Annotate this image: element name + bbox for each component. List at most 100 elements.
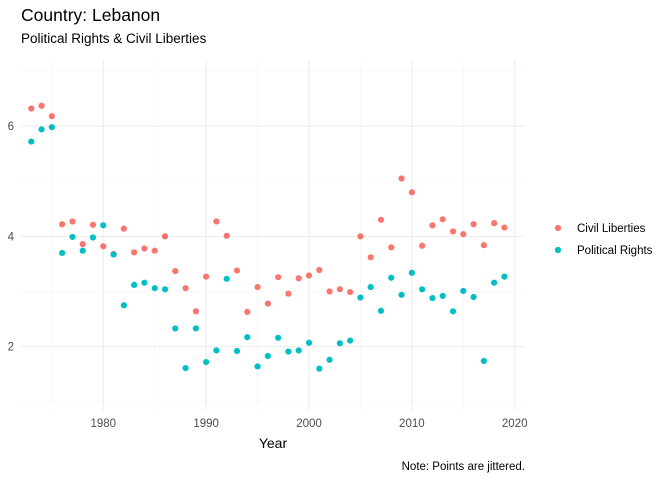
legend-label: Civil Liberties [577,223,646,235]
data-point [398,291,405,298]
data-point [233,267,241,274]
data-point [285,348,292,355]
data-point [429,295,436,302]
data-point [419,286,426,293]
grid-lines [21,60,525,410]
data-point [79,247,86,254]
data-point [254,363,261,370]
data-point [491,279,498,286]
data-point [326,356,333,363]
data-point [357,233,364,240]
data-point [48,113,55,120]
data-point [326,288,333,295]
data-point [120,302,127,309]
data-point [38,102,45,109]
data-point [203,273,210,280]
data-point [192,308,199,315]
data-point [192,325,199,332]
series-political-rights [28,124,508,372]
data-point [79,240,86,248]
data-point [244,334,251,341]
data-point [377,307,385,314]
y-tick-label: 6 [8,121,14,133]
data-point [100,243,107,250]
data-point [254,283,261,291]
data-point [89,221,97,228]
x-tick-label: 1980 [90,418,116,430]
data-point [172,268,179,275]
data-point [285,290,292,297]
chart-subtitle: Political Rights & Civil Liberties [21,31,207,46]
chart-title: Country: Lebanon [21,5,160,25]
data-point [89,234,97,241]
data-point [408,189,415,196]
data-point [295,275,302,282]
data-point [244,308,251,315]
data-point [449,308,457,315]
data-point [264,300,271,307]
data-point [233,347,241,355]
data-point [480,242,487,249]
y-tick-label: 4 [8,231,15,243]
data-point [449,228,457,235]
data-point [429,222,436,229]
data-point [501,273,508,280]
data-point [141,279,148,286]
data-point [275,274,282,281]
y-tick-label: 2 [8,342,14,354]
data-point [305,339,313,346]
data-point [377,216,385,223]
data-point [213,218,220,225]
data-point [264,352,271,360]
data-point [460,287,467,295]
data-point [439,216,446,223]
series-civil-liberties [28,102,508,315]
legend-key [554,246,562,254]
data-point [203,358,210,366]
data-point [470,293,477,301]
data-point [305,272,313,279]
data-point [223,232,230,239]
data-point [182,365,189,372]
data-point [419,242,426,249]
data-point [470,221,477,228]
data-point [28,138,35,145]
data-point [408,269,415,276]
data-point [347,337,354,344]
data-point [213,347,220,354]
data-point [388,274,395,281]
x-tick-label: 2010 [399,418,425,430]
data-point [59,221,66,228]
data-point [275,334,282,341]
data-point [367,283,374,291]
data-point [223,275,230,282]
data-point [316,266,323,274]
data-point [100,222,107,229]
data-point [161,286,169,293]
data-point [480,357,487,365]
data-point [439,292,446,300]
data-point [120,225,127,232]
data-point [367,254,374,261]
data-point [28,105,35,112]
x-tick-label: 2020 [502,418,528,430]
data-point [38,126,45,133]
data-point [336,286,343,293]
axis-tick-labels: 1980 1990 2000 2010 2020 2 4 6 [8,121,528,430]
data-point [131,249,138,256]
data-point [347,288,354,296]
data-point [69,218,76,225]
data-point [172,325,179,332]
data-point [59,249,66,257]
data-point [48,124,55,131]
data-point [151,247,158,254]
data-point [357,294,364,301]
data-point [398,175,405,182]
chart-caption: Note: Points are jittered. [402,461,525,473]
data-point [151,285,158,292]
data-point [182,285,189,292]
data-point [131,281,138,288]
data-point [388,244,395,251]
x-axis-title: Year [259,435,288,451]
